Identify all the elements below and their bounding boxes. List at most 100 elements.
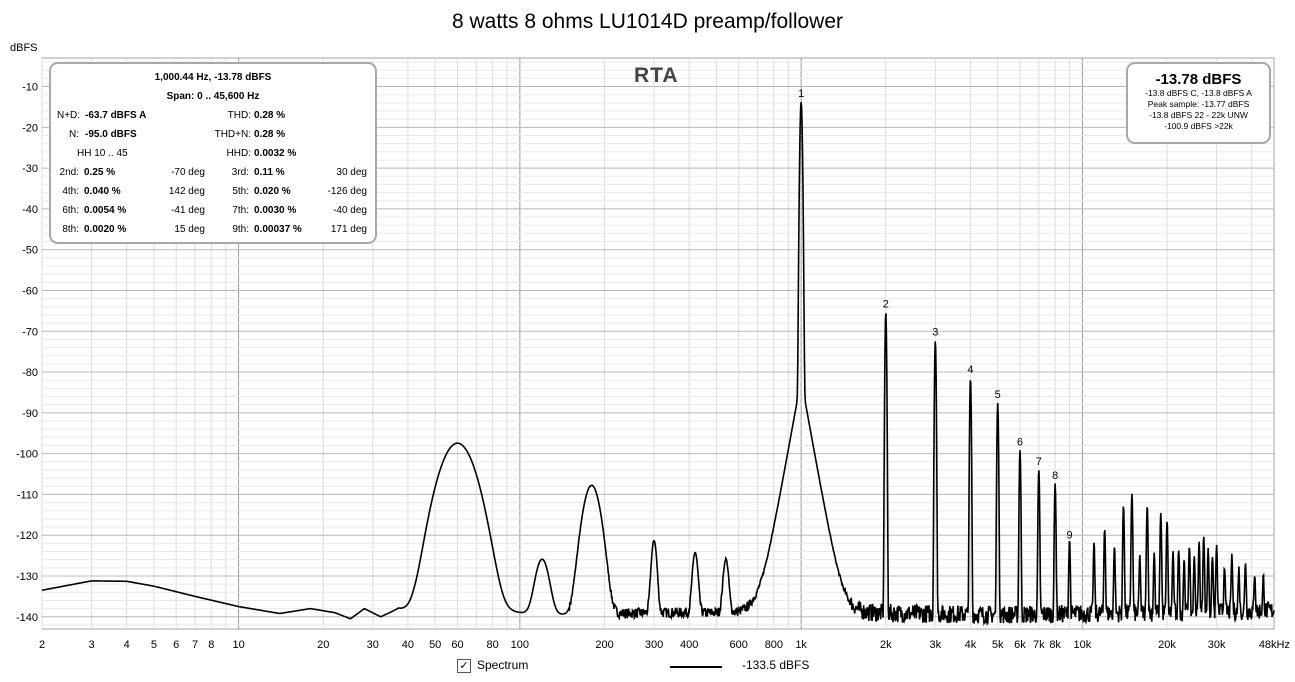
spectrum-series — [41, 101, 1275, 627]
x-tick-label: 7 — [192, 639, 198, 651]
harmonic-number-label: 9 — [1066, 529, 1072, 541]
chart-title: 8 watts 8 ohms LU1014D preamp/follower — [451, 10, 844, 33]
thd-label: THD: — [227, 110, 251, 121]
y-tick-label: -70 — [22, 326, 38, 338]
x-tick-label: 300 — [645, 639, 663, 651]
x-tick-label: 7k — [1033, 639, 1045, 651]
thd-value: 0.28 % — [254, 110, 286, 121]
harmonic-number-label: 6 — [1017, 436, 1023, 448]
x-tick-label: 5k — [992, 639, 1004, 651]
x-tick-label: 8k — [1049, 639, 1061, 651]
harmonic-row: 8th: 0.0020 % 15 deg 9th: 0.00037 % 171 … — [51, 221, 375, 239]
harmonic-labels: 1 2 3 4 5 6 78 9 — [798, 88, 1073, 541]
peak-level-value: -13.78 dBFS — [1155, 71, 1242, 88]
harmonic-value: 0.0054 % — [84, 205, 127, 216]
x-tick-label: 2 — [39, 639, 45, 651]
harmonic-phase: 15 deg — [174, 224, 205, 235]
harmonic-value: 0.11 % — [254, 167, 285, 178]
y-tick-label: -130 — [16, 571, 38, 583]
harmonic-row: 2nd: 0.25 % -70 deg 3rd: 0.11 % 30 deg — [51, 164, 375, 182]
y-tick-label: -30 — [22, 163, 38, 175]
y-tick-label: -140 — [16, 612, 38, 624]
harmonic-phase: 171 deg — [330, 224, 367, 235]
y-tick-labels: -10 -20 -30 -40 -50 -60 -70 -80 -90 -100 -110 -120 -… — [16, 82, 38, 624]
harmonic-label: 9th: — [232, 224, 249, 235]
y-tick-label: -120 — [16, 530, 38, 542]
harmonic-value: 0.00037 % — [254, 224, 302, 235]
thdn-label: THD+N: — [214, 129, 251, 140]
harmonic-number-label: 4 — [967, 364, 973, 376]
harmonic-number-label: 2 — [883, 299, 889, 311]
harmonic-value: 0.0030 % — [254, 205, 297, 216]
legend-level-label: -133.5 dBFS — [742, 658, 810, 672]
harmonic-row: 6th: 0.0054 % -41 deg 7th: 0.0030 % -40 … — [51, 202, 375, 220]
peak-level-panel: -13.78 dBFS -13.8 dBFS C, -13.8 dBFS A P… — [1126, 62, 1271, 144]
x-tick-label: 4k — [965, 639, 977, 651]
legend-line-swatch — [670, 666, 722, 668]
y-tick-label: -40 — [22, 204, 38, 216]
x-tick-label: 100 — [511, 639, 529, 651]
x-tick-label: 3k — [930, 639, 942, 651]
y-tick-label: -110 — [17, 489, 38, 501]
x-tick-label: 8 — [208, 639, 214, 651]
harmonic-number-label: 3 — [932, 327, 938, 339]
x-tick-label: 600 — [730, 639, 748, 651]
x-tick-label: 48kHz — [1259, 639, 1290, 651]
harmonic-phase: -40 deg — [333, 205, 367, 216]
y-tick-label: -80 — [22, 367, 38, 379]
stats-header: 1,000.44 Hz, -13.78 dBFS — [154, 72, 272, 83]
x-tick-label: 20k — [1158, 639, 1176, 651]
x-tick-label: 60 — [451, 639, 463, 651]
harmonic-label: 5th: — [232, 186, 249, 197]
y-tick-label: -60 — [22, 285, 38, 297]
x-tick-label: 80 — [486, 639, 498, 651]
harmonic-phase: 30 deg — [336, 167, 367, 178]
harmonic-value: 0.25 % — [84, 167, 116, 178]
legend-series-label: Spectrum — [477, 658, 529, 672]
harmonic-label: 6th: — [62, 205, 79, 216]
spectrum-line — [41, 101, 1275, 627]
x-tick-label: 2k — [880, 639, 892, 651]
x-tick-label: 4 — [124, 639, 130, 651]
hhd-label: HHD: — [226, 148, 251, 159]
hhd-value: 0.0032 % — [254, 148, 297, 159]
x-tick-label: 30k — [1208, 639, 1226, 651]
spectrum-visibility-checkbox[interactable]: ✓ — [457, 659, 471, 673]
x-tick-label: 6k — [1014, 639, 1026, 651]
x-tick-label: 40 — [402, 639, 414, 651]
y-tick-label: -50 — [22, 245, 38, 257]
x-tick-label: 10k — [1074, 639, 1092, 651]
x-tick-labels: 2 3 4 5 6 7 8 10 20 30 40 50 60 80 100 200 300 400 600 800 1… — [39, 639, 1290, 651]
y-tick-label: -100 — [16, 449, 38, 461]
harmonic-row: 4th: 0.040 % 142 deg 5th: 0.020 % -126 d… — [51, 183, 375, 201]
harmonic-number-label: 1 — [798, 88, 804, 100]
n-label: N: — [69, 129, 79, 140]
y-axis-label: dBFS — [10, 42, 38, 54]
x-tick-label: 20 — [317, 639, 329, 651]
x-tick-label: 30 — [367, 639, 379, 651]
harmonic-label: 8th: — [62, 224, 79, 235]
x-tick-label: 6 — [173, 639, 179, 651]
x-tick-label: 3 — [88, 639, 94, 651]
x-tick-label: 400 — [680, 639, 698, 651]
stats-span: Span: 0 .. 45,600 Hz — [166, 91, 260, 102]
harmonic-value: 0.040 % — [84, 186, 121, 197]
harmonic-phase: -41 deg — [171, 205, 205, 216]
x-tick-label: 200 — [595, 639, 613, 651]
nd-value: -63.7 dBFS A — [85, 110, 147, 121]
nd-label: N+D: — [57, 110, 81, 121]
x-tick-label: 10 — [232, 639, 244, 651]
harmonic-number-label: 7 — [1036, 456, 1042, 468]
rta-watermark: RTA — [634, 64, 679, 87]
harmonic-label: 4th: — [62, 186, 79, 197]
harmonic-label: 3rd: — [231, 167, 249, 178]
thdn-value: 0.28 % — [254, 129, 286, 140]
peak-above-22k: -100.9 dBFS >22k — [1164, 121, 1233, 131]
harmonic-phase: 142 deg — [168, 186, 205, 197]
x-tick-label: 1k — [795, 639, 807, 651]
x-tick-label: 50 — [429, 639, 441, 651]
harmonic-value: 0.0020 % — [84, 224, 127, 235]
harmonic-number-label: 8 — [1052, 470, 1058, 482]
harmonic-number-label: 5 — [995, 389, 1001, 401]
